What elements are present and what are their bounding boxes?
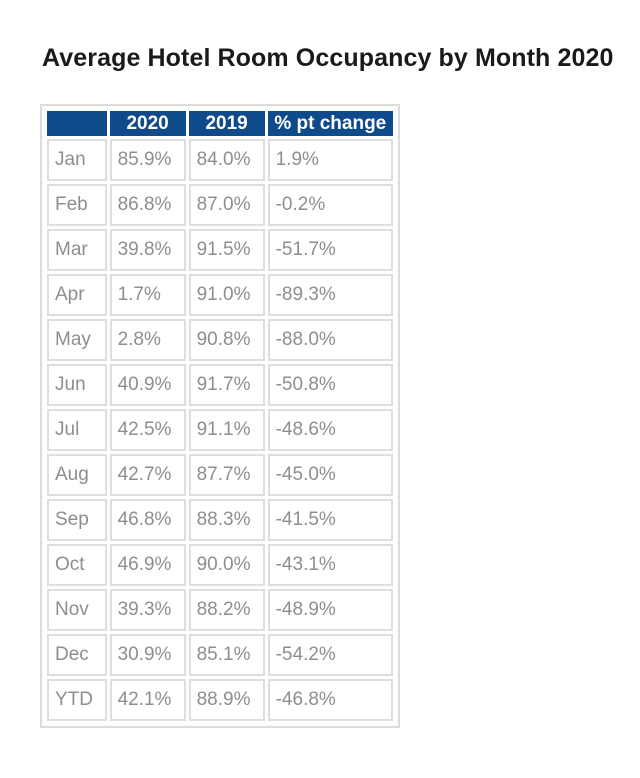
occupancy-table: 2020 2019 % pt change Jan 85.9% 84.0% 1.… xyxy=(44,108,396,724)
cell-2019: 88.9% xyxy=(188,679,265,721)
cell-2020: 2.8% xyxy=(109,319,186,361)
cell-month: Jun xyxy=(47,364,107,406)
table-row: Aug 42.7% 87.7% -45.0% xyxy=(47,454,393,496)
cell-2020: 1.7% xyxy=(109,274,186,316)
cell-pt-change: -54.2% xyxy=(267,634,393,676)
cell-2019: 91.7% xyxy=(188,364,265,406)
cell-2020: 42.7% xyxy=(109,454,186,496)
cell-month: Oct xyxy=(47,544,107,586)
cell-pt-change: 1.9% xyxy=(267,139,393,181)
table-row: Jul 42.5% 91.1% -48.6% xyxy=(47,409,393,451)
cell-2020: 40.9% xyxy=(109,364,186,406)
cell-2019: 87.0% xyxy=(188,184,265,226)
cell-pt-change: -46.8% xyxy=(267,679,393,721)
cell-2020: 42.1% xyxy=(109,679,186,721)
cell-2019: 90.8% xyxy=(188,319,265,361)
occupancy-table-container: 2020 2019 % pt change Jan 85.9% 84.0% 1.… xyxy=(40,104,400,728)
cell-month: Mar xyxy=(47,229,107,271)
cell-2019: 91.5% xyxy=(188,229,265,271)
cell-month: Apr xyxy=(47,274,107,316)
table-row: Feb 86.8% 87.0% -0.2% xyxy=(47,184,393,226)
table-row: Dec 30.9% 85.1% -54.2% xyxy=(47,634,393,676)
cell-2019: 84.0% xyxy=(188,139,265,181)
cell-2019: 90.0% xyxy=(188,544,265,586)
cell-pt-change: -48.9% xyxy=(267,589,393,631)
header-month xyxy=(47,111,107,136)
cell-2020: 46.9% xyxy=(109,544,186,586)
cell-pt-change: -89.3% xyxy=(267,274,393,316)
table-header-row: 2020 2019 % pt change xyxy=(47,111,393,136)
cell-2020: 85.9% xyxy=(109,139,186,181)
header-2020: 2020 xyxy=(109,111,186,136)
cell-pt-change: -0.2% xyxy=(267,184,393,226)
cell-pt-change: -43.1% xyxy=(267,544,393,586)
cell-2019: 85.1% xyxy=(188,634,265,676)
table-row: Mar 39.8% 91.5% -51.7% xyxy=(47,229,393,271)
cell-month: Aug xyxy=(47,454,107,496)
table-row: Sep 46.8% 88.3% -41.5% xyxy=(47,499,393,541)
cell-2020: 86.8% xyxy=(109,184,186,226)
cell-month: YTD xyxy=(47,679,107,721)
cell-month: Sep xyxy=(47,499,107,541)
cell-month: Nov xyxy=(47,589,107,631)
page-title: Average Hotel Room Occupancy by Month 20… xyxy=(42,44,614,72)
cell-2020: 42.5% xyxy=(109,409,186,451)
cell-2019: 88.3% xyxy=(188,499,265,541)
cell-pt-change: -88.0% xyxy=(267,319,393,361)
header-pt-change: % pt change xyxy=(267,111,393,136)
table-body: Jan 85.9% 84.0% 1.9% Feb 86.8% 87.0% -0.… xyxy=(47,139,393,721)
table-row: Oct 46.9% 90.0% -43.1% xyxy=(47,544,393,586)
cell-2020: 30.9% xyxy=(109,634,186,676)
table-row: Apr 1.7% 91.0% -89.3% xyxy=(47,274,393,316)
cell-2019: 88.2% xyxy=(188,589,265,631)
cell-2019: 91.0% xyxy=(188,274,265,316)
cell-pt-change: -48.6% xyxy=(267,409,393,451)
table-row: Jan 85.9% 84.0% 1.9% xyxy=(47,139,393,181)
table-row: Jun 40.9% 91.7% -50.8% xyxy=(47,364,393,406)
cell-month: Feb xyxy=(47,184,107,226)
cell-month: May xyxy=(47,319,107,361)
cell-month: Jan xyxy=(47,139,107,181)
cell-pt-change: -45.0% xyxy=(267,454,393,496)
cell-month: Jul xyxy=(47,409,107,451)
cell-pt-change: -41.5% xyxy=(267,499,393,541)
table-row: May 2.8% 90.8% -88.0% xyxy=(47,319,393,361)
table-row: YTD 42.1% 88.9% -46.8% xyxy=(47,679,393,721)
cell-2020: 39.3% xyxy=(109,589,186,631)
header-2019: 2019 xyxy=(188,111,265,136)
cell-2019: 91.1% xyxy=(188,409,265,451)
table-row: Nov 39.3% 88.2% -48.9% xyxy=(47,589,393,631)
cell-2019: 87.7% xyxy=(188,454,265,496)
cell-pt-change: -50.8% xyxy=(267,364,393,406)
cell-month: Dec xyxy=(47,634,107,676)
cell-2020: 46.8% xyxy=(109,499,186,541)
cell-pt-change: -51.7% xyxy=(267,229,393,271)
cell-2020: 39.8% xyxy=(109,229,186,271)
